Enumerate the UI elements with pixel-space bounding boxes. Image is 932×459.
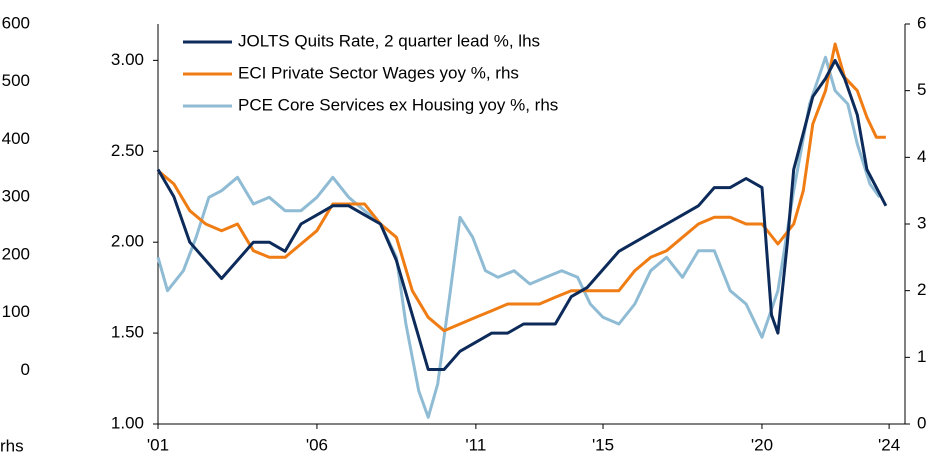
legend-label: PCE Core Services ex Housing yoy %, rhs <box>238 95 558 114</box>
x-tick-label: '01 <box>147 435 169 454</box>
x-tick-label: '06 <box>306 435 328 454</box>
y3-tick-label: 100 <box>2 302 30 321</box>
series-line <box>157 42 886 333</box>
y-tick-label: 1.00 <box>111 413 144 432</box>
y3-tick-label: 200 <box>2 244 30 263</box>
y3-tick-label: 500 <box>2 71 30 90</box>
y2-tick-label: 6 <box>917 13 926 32</box>
y3-tick-label: 300 <box>2 187 30 206</box>
y-tick-label: 1.50 <box>111 323 144 342</box>
legend-label: ECI Private Sector Wages yoy %, rhs <box>238 63 519 82</box>
y2-tick-label: 0 <box>917 413 926 432</box>
legend-label: JOLTS Quits Rate, 2 quarter lead %, lhs <box>238 31 540 50</box>
y-tick-label: 3.00 <box>111 50 144 69</box>
y-tick-label: 2.00 <box>111 232 144 251</box>
y2-tick-label: 5 <box>917 80 926 99</box>
y2-tick-label: 4 <box>917 147 926 166</box>
x-tick-label: '20 <box>751 435 773 454</box>
y2-tick-label: 2 <box>917 280 926 299</box>
y-tick-label: 2.50 <box>111 141 144 160</box>
x-tick-label: '24 <box>878 435 900 454</box>
x-tick-label: '11 <box>465 435 486 454</box>
y3-tick-label: 600 <box>2 13 30 32</box>
outer-axis-label: rhs <box>0 436 24 455</box>
y3-tick-label: 400 <box>2 129 30 148</box>
series-line <box>156 58 888 371</box>
y3-tick-label: 0 <box>21 360 30 379</box>
x-tick-label: '15 <box>592 435 614 454</box>
y2-tick-label: 1 <box>917 347 926 366</box>
y2-tick-label: 3 <box>917 213 926 232</box>
